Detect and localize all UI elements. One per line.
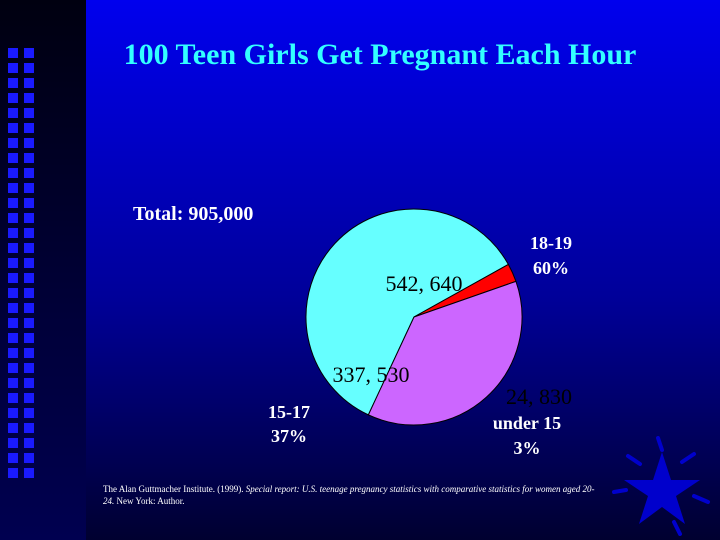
decorative-square (24, 63, 34, 73)
decorative-square (8, 138, 18, 148)
slide-title: 100 Teen Girls Get Pregnant Each Hour (123, 38, 637, 71)
decorative-square (24, 138, 34, 148)
decorative-square (8, 243, 18, 253)
decorative-square (24, 378, 34, 388)
decorative-square (24, 168, 34, 178)
decorative-square (24, 258, 34, 268)
decorative-square (8, 123, 18, 133)
decorative-square (24, 213, 34, 223)
star-icon (612, 436, 710, 536)
decorative-square (8, 108, 18, 118)
citation-publisher: New York: Author. (116, 496, 185, 506)
decorative-square (8, 183, 18, 193)
decorative-square (24, 393, 34, 403)
decorative-square (8, 393, 18, 403)
decorative-square (24, 318, 34, 328)
decorative-square (8, 333, 18, 343)
decorative-square (24, 198, 34, 208)
decorative-square (24, 123, 34, 133)
decorative-square (24, 333, 34, 343)
decorative-square (8, 63, 18, 73)
data-label-15-17-value: 337, 530 (333, 362, 410, 387)
decorative-square (8, 423, 18, 433)
decorative-square (24, 153, 34, 163)
decorative-square (24, 468, 34, 478)
decorative-square (8, 198, 18, 208)
decorative-left-strip (0, 0, 86, 540)
decorative-square (8, 288, 18, 298)
decorative-square (24, 93, 34, 103)
decorative-square (24, 48, 34, 58)
decorative-square (24, 303, 34, 313)
data-label-18-19-value: 542, 640 (386, 271, 463, 296)
decorative-square (24, 273, 34, 283)
decorative-square (24, 288, 34, 298)
decorative-square (8, 258, 18, 268)
decorative-square (8, 363, 18, 373)
legend-percent-18-19: 60% (533, 258, 569, 278)
decorative-square (8, 438, 18, 448)
decorative-square (8, 348, 18, 358)
decorative-square (8, 453, 18, 463)
decorative-square (8, 213, 18, 223)
legend-label-15-17: 15-17 (268, 402, 310, 422)
decorative-square (8, 378, 18, 388)
citation-author: The Alan Guttmacher Institute. (1999). (103, 484, 244, 494)
decorative-square (8, 408, 18, 418)
total-label: Total: 905,000 (133, 203, 254, 225)
decorative-square (8, 468, 18, 478)
decorative-square (24, 183, 34, 193)
decorative-square (24, 408, 34, 418)
citation-title: Special report: U.S. teenage pregnancy s… (103, 484, 595, 506)
decorative-square (24, 243, 34, 253)
decorative-square (8, 228, 18, 238)
decorative-square (8, 303, 18, 313)
decorative-square (24, 423, 34, 433)
citation: The Alan Guttmacher Institute. (1999). S… (103, 483, 603, 507)
slice-15-17 (367, 280, 523, 426)
decorative-square (24, 453, 34, 463)
decorative-square (24, 108, 34, 118)
decorative-square (8, 48, 18, 58)
decorative-square (8, 93, 18, 103)
legend-percent-under-15: 3% (514, 438, 541, 458)
decorative-square (8, 168, 18, 178)
legend-label-18-19: 18-19 (530, 233, 572, 253)
decorative-square (8, 153, 18, 163)
decorative-square (24, 438, 34, 448)
decorative-square (8, 78, 18, 88)
legend-label-under-15: under 15 (493, 413, 561, 433)
decorative-square (24, 363, 34, 373)
legend-percent-15-17: 37% (271, 426, 307, 446)
data-label-under-15-value: 24, 830 (506, 384, 572, 409)
decorative-square (24, 228, 34, 238)
decorative-square (8, 318, 18, 328)
decorative-square (24, 348, 34, 358)
decorative-square (8, 273, 18, 283)
decorative-square (24, 78, 34, 88)
slice-18-19 (305, 208, 510, 416)
